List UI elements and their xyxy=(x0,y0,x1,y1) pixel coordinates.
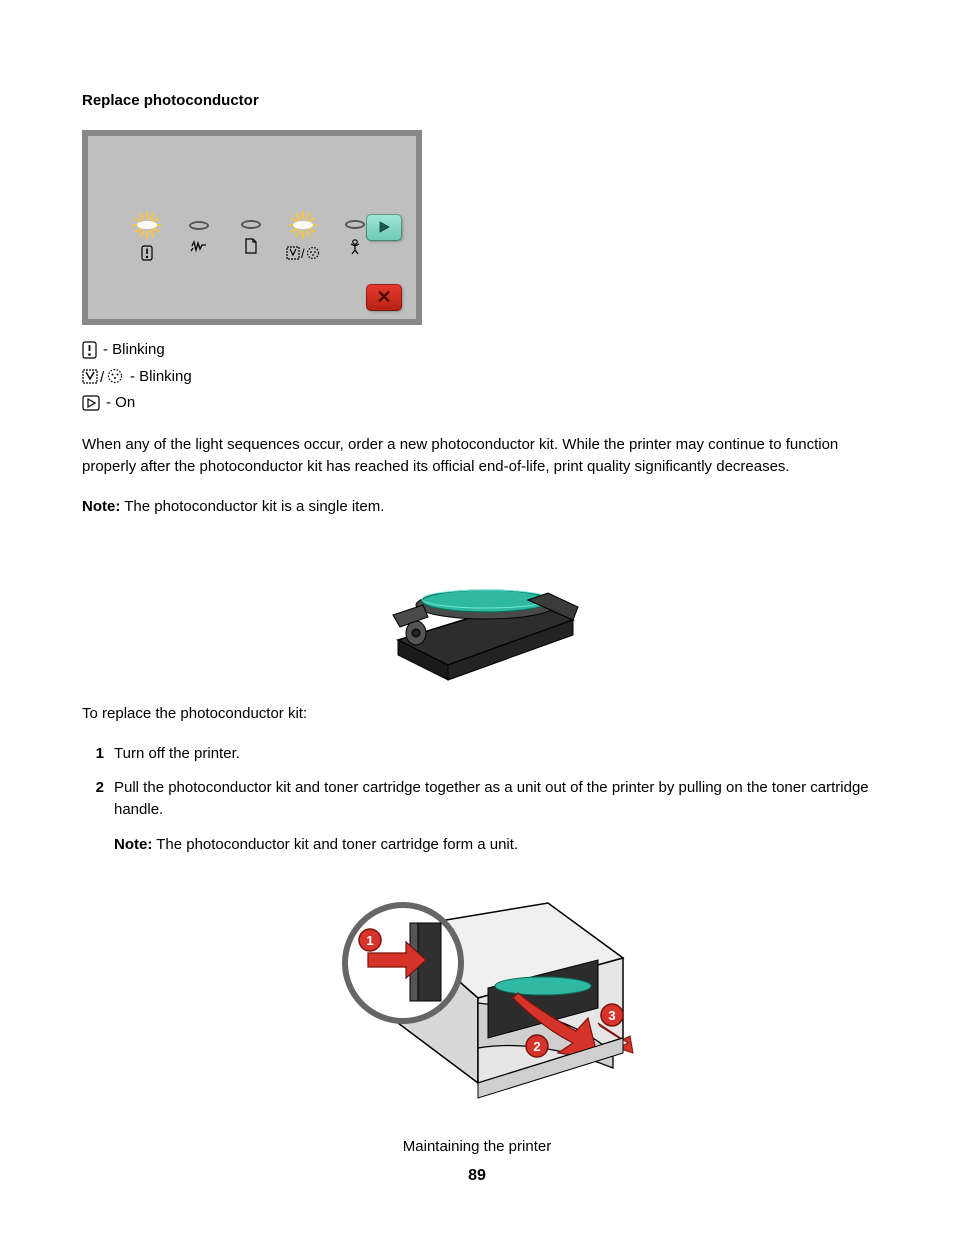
printer-illustration: 1 2 3 xyxy=(318,868,638,1118)
cancel-button: ✕ xyxy=(366,284,402,311)
legend-row-play: - On xyxy=(82,392,874,414)
alert-icon xyxy=(141,245,153,261)
body-paragraph: When any of the light sequences occur, o… xyxy=(82,434,874,478)
photoconductor-illustration xyxy=(373,535,583,685)
svg-text:3: 3 xyxy=(608,1008,615,1023)
play-button xyxy=(366,214,402,241)
led-panel-figure: / ✕ xyxy=(82,130,874,325)
intro-line: To replace the photoconductor kit: xyxy=(82,703,874,725)
step-subnote: Note: The photoconductor kit and toner c… xyxy=(114,834,874,856)
legend: - Blinking / - Blinking - On xyxy=(82,339,874,414)
legend-text: - Blinking xyxy=(130,366,192,388)
footer-page-number: 89 xyxy=(0,1164,954,1187)
note-1: Note: The photoconductor kit is a single… xyxy=(82,496,874,518)
jam-icon xyxy=(190,239,208,253)
play-box-icon xyxy=(82,395,100,411)
led-toner: / xyxy=(286,214,320,261)
led-paper xyxy=(234,220,268,254)
sun-icon xyxy=(133,214,161,236)
step-text: Turn off the printer. xyxy=(114,743,874,765)
off-icon xyxy=(345,220,365,229)
sun-icon xyxy=(289,214,317,236)
paper-icon xyxy=(244,238,258,254)
step-number: 1 xyxy=(88,743,104,765)
note-label: Note: xyxy=(82,498,120,515)
step-2: 2 Pull the photoconductor kit and toner … xyxy=(88,777,874,856)
off-icon xyxy=(189,221,209,230)
toner-combo-icon: / xyxy=(82,367,124,385)
led-panel: / ✕ xyxy=(82,130,422,325)
note-text: The photoconductor kit and toner cartrid… xyxy=(152,836,518,853)
off-icon xyxy=(241,220,261,229)
ready-icon xyxy=(348,238,362,254)
svg-text:/: / xyxy=(301,246,305,261)
toner-combo-icon: / xyxy=(286,245,320,261)
x-icon: ✕ xyxy=(376,284,391,310)
step-text: Pull the photoconductor kit and toner ca… xyxy=(114,779,869,818)
note-text: The photoconductor kit is a single item. xyxy=(120,498,384,515)
step-number: 2 xyxy=(88,777,104,856)
led-row: / xyxy=(130,214,372,261)
svg-text:2: 2 xyxy=(533,1039,540,1054)
page-footer: Maintaining the printer 89 xyxy=(0,1136,954,1187)
footer-chapter: Maintaining the printer xyxy=(0,1136,954,1158)
legend-row-alert: - Blinking xyxy=(82,339,874,361)
legend-text: - On xyxy=(106,392,135,414)
step-1: 1 Turn off the printer. xyxy=(88,743,874,765)
led-jam xyxy=(182,221,216,253)
legend-text: - Blinking xyxy=(103,339,165,361)
section-title: Replace photoconductor xyxy=(82,90,874,112)
steps-list: 1 Turn off the printer. 2 Pull the photo… xyxy=(88,743,874,856)
led-alert xyxy=(130,214,164,261)
legend-row-toner: / - Blinking xyxy=(82,366,874,388)
svg-text:1: 1 xyxy=(366,933,373,948)
svg-text:/: / xyxy=(100,369,105,385)
alert-box-icon xyxy=(82,341,97,359)
note-label: Note: xyxy=(114,836,152,853)
